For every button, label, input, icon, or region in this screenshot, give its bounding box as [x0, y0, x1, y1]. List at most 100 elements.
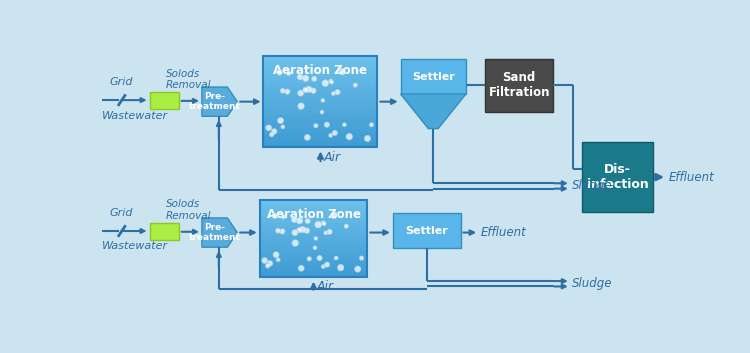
Bar	[260, 204, 368, 208]
Bar	[263, 56, 377, 61]
Circle shape	[338, 264, 344, 271]
Bar	[263, 124, 377, 129]
Text: Pre-
treatment: Pre- treatment	[189, 223, 241, 242]
Circle shape	[299, 226, 306, 233]
Bar	[263, 102, 377, 107]
Circle shape	[296, 217, 303, 224]
Bar	[260, 200, 368, 204]
Bar	[260, 220, 368, 224]
Circle shape	[314, 237, 318, 240]
Circle shape	[302, 75, 309, 82]
Circle shape	[331, 212, 338, 219]
Text: Grid: Grid	[110, 208, 133, 218]
Circle shape	[305, 86, 312, 92]
Bar	[260, 269, 368, 274]
Circle shape	[332, 91, 335, 96]
Circle shape	[273, 252, 279, 258]
Bar	[263, 129, 377, 134]
Text: Aeration Zone: Aeration Zone	[274, 64, 368, 77]
Bar	[260, 212, 368, 216]
Circle shape	[359, 256, 364, 260]
Bar	[263, 138, 377, 143]
Bar	[260, 231, 368, 235]
Circle shape	[277, 70, 282, 75]
Circle shape	[262, 258, 268, 264]
Circle shape	[369, 122, 374, 127]
Bar	[260, 227, 368, 232]
Circle shape	[339, 68, 346, 75]
Text: Wastewater: Wastewater	[102, 241, 168, 251]
Bar	[260, 273, 368, 277]
Polygon shape	[400, 94, 466, 128]
Circle shape	[304, 134, 310, 140]
Text: Pre-
treatment: Pre- treatment	[189, 92, 241, 111]
Circle shape	[324, 231, 328, 235]
Circle shape	[272, 128, 277, 134]
Circle shape	[275, 228, 280, 233]
Bar	[263, 70, 377, 75]
Bar	[263, 56, 377, 147]
Bar	[393, 213, 460, 248]
Bar	[149, 223, 178, 240]
Circle shape	[314, 124, 318, 128]
Text: Settler: Settler	[405, 226, 448, 235]
Bar	[263, 74, 377, 79]
Circle shape	[321, 98, 325, 102]
Circle shape	[298, 103, 304, 109]
Circle shape	[310, 88, 316, 94]
Bar	[263, 61, 377, 66]
Circle shape	[292, 240, 298, 246]
Text: Sand
Filtration: Sand Filtration	[488, 71, 550, 100]
Bar	[260, 216, 368, 220]
Bar	[263, 88, 377, 93]
Bar	[263, 79, 377, 84]
Circle shape	[317, 255, 322, 261]
Bar	[263, 133, 377, 138]
Bar	[263, 83, 377, 88]
Bar	[263, 111, 377, 116]
Text: Solods
Removal: Solods Removal	[166, 68, 211, 90]
Circle shape	[304, 228, 310, 234]
Bar	[260, 250, 368, 255]
Text: Effluent: Effluent	[481, 226, 526, 239]
Circle shape	[266, 264, 270, 268]
Text: Air: Air	[323, 151, 340, 164]
Circle shape	[298, 265, 304, 271]
Circle shape	[305, 219, 310, 224]
Text: Solods
Removal: Solods Removal	[166, 199, 211, 221]
Bar	[263, 97, 377, 102]
Circle shape	[281, 214, 286, 219]
Bar	[149, 92, 178, 109]
Text: Effluent: Effluent	[668, 170, 714, 184]
Circle shape	[321, 264, 326, 269]
Circle shape	[334, 256, 338, 260]
Bar	[260, 254, 368, 258]
Circle shape	[272, 213, 278, 219]
Polygon shape	[202, 218, 237, 247]
Circle shape	[321, 221, 326, 225]
Circle shape	[364, 135, 370, 142]
Circle shape	[344, 224, 349, 228]
Circle shape	[325, 262, 330, 267]
Circle shape	[286, 71, 291, 76]
Text: Wastewater: Wastewater	[102, 110, 168, 120]
Text: Grid: Grid	[110, 77, 133, 88]
Circle shape	[298, 90, 304, 96]
Text: Sludge: Sludge	[572, 277, 613, 290]
Circle shape	[313, 246, 317, 250]
Circle shape	[332, 130, 338, 136]
Circle shape	[315, 221, 322, 228]
Circle shape	[291, 217, 297, 223]
Circle shape	[280, 125, 285, 129]
Circle shape	[320, 110, 324, 114]
Bar	[260, 208, 368, 212]
Circle shape	[280, 88, 285, 93]
Bar	[485, 59, 553, 112]
Circle shape	[303, 87, 308, 93]
Circle shape	[355, 266, 361, 272]
Circle shape	[327, 229, 332, 234]
Bar	[260, 262, 368, 266]
Bar	[260, 243, 368, 247]
Circle shape	[346, 133, 352, 140]
Circle shape	[266, 125, 272, 131]
